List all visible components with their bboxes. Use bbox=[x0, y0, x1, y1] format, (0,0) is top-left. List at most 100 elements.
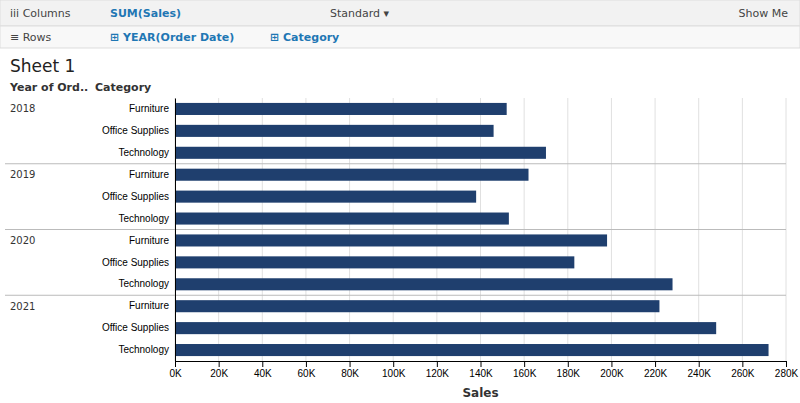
y-axis-line bbox=[175, 99, 176, 362]
x-tick-mark bbox=[611, 361, 612, 367]
category-label: Office Supplies bbox=[102, 191, 169, 202]
category-label: Office Supplies bbox=[102, 257, 169, 268]
chart: iii Columns SUM(Sales) ≡ Rows ⊞ YEAR(Order … bbox=[0, 0, 800, 403]
x-tick-label: 120K bbox=[426, 368, 450, 379]
x-tick-mark bbox=[175, 361, 176, 367]
y-tick: Furniture bbox=[129, 103, 175, 114]
x-tick: 220K bbox=[644, 361, 668, 379]
column-header: Year of Ord.. bbox=[9, 81, 88, 94]
y-tick: Office Supplies bbox=[102, 191, 175, 202]
category-label: Technology bbox=[118, 278, 169, 289]
column-header: Category bbox=[95, 81, 151, 94]
x-tick-label: 100K bbox=[382, 368, 406, 379]
x-tick-label: 60K bbox=[298, 368, 316, 379]
x-tick-mark bbox=[524, 361, 525, 367]
y-tick: Technology bbox=[118, 278, 175, 289]
x-tick-mark bbox=[262, 361, 263, 367]
x-tick: 280K bbox=[775, 361, 799, 379]
x-tick-label: 140K bbox=[469, 368, 493, 379]
x-tick-label: 0K bbox=[169, 368, 182, 379]
y-tick: Office Supplies bbox=[102, 125, 175, 136]
separators bbox=[5, 164, 786, 296]
bar bbox=[175, 234, 607, 246]
group-label: 2021 bbox=[10, 301, 35, 312]
category-label: Office Supplies bbox=[102, 125, 169, 136]
annotation: ≡ Rows bbox=[10, 31, 52, 44]
x-tick: 260K bbox=[731, 361, 755, 379]
bar bbox=[175, 256, 574, 268]
group-label: 2018 bbox=[10, 103, 35, 114]
category-label: Office Supplies bbox=[102, 322, 169, 333]
x-tick-mark bbox=[350, 361, 351, 367]
y-tick: Furniture bbox=[129, 169, 175, 180]
x-tick-label: 180K bbox=[557, 368, 581, 379]
category-label: Furniture bbox=[129, 235, 169, 246]
x-tick-mark bbox=[437, 361, 438, 367]
shelf-strip bbox=[0, 0, 800, 26]
x-tick-mark bbox=[481, 361, 482, 367]
category-label: Furniture bbox=[129, 103, 169, 114]
category-label: Technology bbox=[118, 344, 169, 355]
annotation: Standard ▾ bbox=[330, 7, 390, 20]
annotation: SUM(Sales) bbox=[110, 7, 181, 20]
y-tick: Technology bbox=[118, 344, 175, 355]
x-axis-title: Sales bbox=[462, 386, 498, 400]
x-tick-label: 20K bbox=[210, 368, 228, 379]
x-tick-mark bbox=[699, 361, 700, 367]
category-label: Technology bbox=[118, 213, 169, 224]
annotation: ⊞ YEAR(Order Date) bbox=[110, 31, 234, 44]
bar bbox=[175, 300, 659, 312]
bar bbox=[175, 344, 769, 356]
group-label: 2019 bbox=[10, 169, 35, 180]
y-tick: Furniture bbox=[129, 300, 175, 311]
x-tick-mark bbox=[393, 361, 394, 367]
x-tick: 20K bbox=[210, 361, 228, 379]
x-tick: 240K bbox=[688, 361, 712, 379]
bar bbox=[175, 191, 476, 203]
x-tick-label: 220K bbox=[644, 368, 668, 379]
y-tick: Technology bbox=[118, 147, 175, 158]
x-tick-mark bbox=[655, 361, 656, 367]
bar bbox=[175, 213, 509, 225]
annotation: ⊞ Category bbox=[270, 31, 339, 44]
x-tick: 100K bbox=[382, 361, 406, 379]
y-tick: Technology bbox=[118, 213, 175, 224]
bar bbox=[175, 169, 529, 181]
bar bbox=[175, 147, 546, 159]
x-axis: 0K 20K 40K 60K 80K 100K 120K 140K 160K 180K 200K 22… bbox=[169, 361, 798, 379]
category-label: Furniture bbox=[129, 300, 169, 311]
x-tick: 140K bbox=[469, 361, 493, 379]
bar bbox=[175, 322, 716, 334]
group-separator bbox=[5, 163, 786, 164]
x-tick-mark bbox=[742, 361, 743, 367]
x-axis-line bbox=[176, 362, 787, 368]
y-tick: Office Supplies bbox=[102, 257, 175, 268]
y-axis: Furniture Office Supplies Technology Furnit… bbox=[102, 99, 176, 362]
x-tick-label: 240K bbox=[688, 368, 712, 379]
y-tick: Office Supplies bbox=[102, 322, 175, 333]
x-tick: 160K bbox=[513, 361, 537, 379]
x-tick-label: 260K bbox=[731, 368, 755, 379]
x-tick-label: 280K bbox=[775, 368, 799, 379]
x-tick-label: 40K bbox=[254, 368, 272, 379]
group-separator bbox=[5, 229, 786, 230]
annotation: iii Columns bbox=[10, 7, 71, 20]
x-tick-label: 80K bbox=[341, 368, 359, 379]
x-tick: 200K bbox=[600, 361, 624, 379]
annotation: Show Me bbox=[739, 7, 789, 20]
y-tick: Furniture bbox=[129, 235, 175, 246]
x-tick: 120K bbox=[426, 361, 450, 379]
x-tick: 40K bbox=[254, 361, 272, 379]
x-tick: 60K bbox=[298, 361, 316, 379]
x-tick-mark bbox=[568, 361, 569, 367]
group-label: 2020 bbox=[10, 235, 35, 246]
x-tick-label: 160K bbox=[513, 368, 537, 379]
x-tick: 180K bbox=[557, 361, 581, 379]
bar bbox=[175, 103, 507, 115]
title: Sheet 1 bbox=[10, 56, 75, 76]
category-label: Technology bbox=[118, 147, 169, 158]
bar bbox=[175, 278, 673, 290]
x-tick-mark bbox=[219, 361, 220, 367]
x-tick-mark bbox=[306, 361, 307, 367]
x-tick: 0K bbox=[169, 361, 182, 379]
